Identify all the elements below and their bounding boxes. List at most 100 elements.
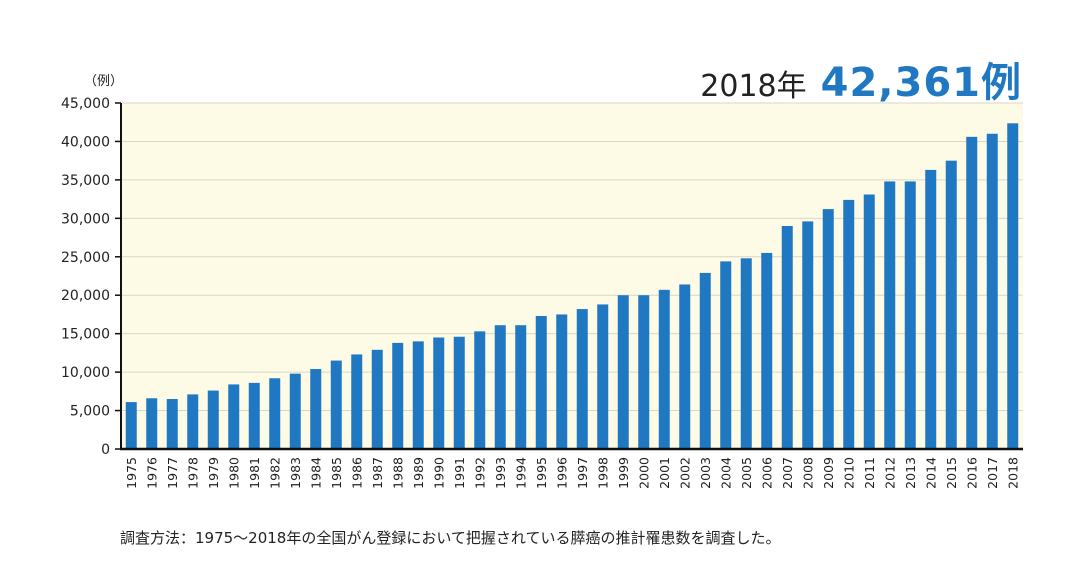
- headline-year: 2018年: [700, 69, 807, 104]
- method-note: 調査方法：1975〜2018年の全国がん登録において把握されている膵癌の推計罹患…: [120, 529, 781, 547]
- bar-1996: [556, 314, 568, 449]
- y-tick-label: 30,000: [61, 211, 110, 227]
- x-tick-label: 1997: [575, 457, 590, 489]
- bar-1983: [289, 373, 301, 449]
- y-tick-label: 45,000: [61, 96, 110, 112]
- y-axis-unit-label: （例）: [84, 74, 124, 89]
- y-tick-label: 5,000: [70, 404, 110, 420]
- x-tick-label: 1977: [165, 457, 180, 489]
- bar-1999: [617, 295, 629, 449]
- x-tick-label: 2015: [944, 457, 959, 489]
- x-tick-label: 2016: [964, 457, 979, 489]
- x-tick-label: 2004: [718, 457, 733, 489]
- x-tick-label: 2017: [985, 457, 1000, 489]
- bar-2016: [966, 136, 978, 449]
- bar-2007: [781, 226, 793, 449]
- bar-2017: [986, 133, 998, 449]
- bar-1977: [166, 399, 178, 449]
- bar-1980: [228, 384, 240, 449]
- bar-1990: [433, 337, 445, 449]
- bar-1978: [187, 394, 199, 449]
- bar-1985: [330, 360, 342, 449]
- y-tick-label: 35,000: [61, 173, 110, 189]
- x-tick-label: 1992: [472, 457, 487, 489]
- y-tick-label: 15,000: [61, 327, 110, 343]
- x-tick-label: 2008: [800, 457, 815, 489]
- bar-1995: [535, 315, 547, 449]
- y-tick-label: 0: [101, 442, 110, 458]
- bar-1979: [207, 390, 219, 449]
- y-tick-label: 25,000: [61, 250, 110, 266]
- x-tick-label: 2001: [657, 457, 672, 489]
- x-tick-label: 1980: [226, 457, 241, 489]
- y-tick-label: 10,000: [61, 365, 110, 381]
- x-tick-label: 1996: [554, 457, 569, 489]
- x-tick-label: 1991: [452, 457, 467, 489]
- bar-2003: [699, 272, 711, 449]
- x-tick-label: 2010: [841, 457, 856, 489]
- x-tick-label: 1979: [206, 457, 221, 489]
- x-tick-label: 2002: [677, 457, 692, 489]
- x-tick-label: 1984: [308, 457, 323, 489]
- x-tick-label: 1988: [390, 457, 405, 489]
- x-tick-label: 2012: [882, 457, 897, 489]
- bar-2005: [740, 258, 752, 449]
- bar-2002: [679, 284, 691, 449]
- x-tick-label: 1998: [595, 457, 610, 489]
- bar-1991: [453, 336, 465, 449]
- bar-1992: [474, 331, 486, 449]
- x-tick-label: 1985: [329, 457, 344, 489]
- bar-2015: [945, 160, 957, 449]
- x-tick-label: 2000: [636, 457, 651, 489]
- x-tick-label: 2009: [821, 457, 836, 489]
- x-tick-label: 1986: [349, 457, 364, 489]
- x-tick-label: 1999: [616, 457, 631, 489]
- bar-2012: [884, 181, 896, 449]
- bar-2001: [658, 289, 670, 449]
- x-tick-label: 1976: [144, 457, 159, 489]
- headline: 2018年 42,361例: [700, 50, 1022, 108]
- bar-2014: [925, 169, 937, 450]
- x-tick-label: 1995: [534, 457, 549, 489]
- bar-1989: [412, 341, 424, 449]
- bar-1988: [392, 342, 404, 449]
- x-tick-label: 2011: [862, 457, 877, 489]
- y-tick-label: 40,000: [61, 134, 110, 150]
- x-tick-label: 2018: [1005, 457, 1020, 489]
- x-tick-label: 1989: [411, 457, 426, 489]
- bar-1994: [515, 325, 527, 449]
- x-tick-label: 1978: [185, 457, 200, 489]
- bar-2011: [863, 194, 875, 449]
- bar-1997: [576, 309, 588, 449]
- x-tick-label: 2007: [780, 457, 795, 489]
- bar-2009: [822, 209, 834, 449]
- bar-2006: [761, 252, 773, 449]
- bar-1998: [597, 304, 609, 449]
- x-tick-label: 2014: [923, 457, 938, 489]
- x-tick-label: 1994: [513, 457, 528, 489]
- x-tick-label: 1982: [267, 457, 282, 489]
- bar-2000: [638, 295, 650, 449]
- bar-1987: [371, 349, 383, 449]
- bar-2013: [904, 181, 916, 449]
- x-tick-label: 1983: [288, 457, 303, 489]
- x-tick-label: 1990: [431, 457, 446, 489]
- x-tick-label: 2003: [698, 457, 713, 489]
- x-tick-label: 1981: [247, 457, 262, 489]
- x-tick-label: 2006: [759, 457, 774, 489]
- x-tick-label: 1993: [493, 457, 508, 489]
- headline-value: 42,361例: [820, 60, 1022, 106]
- bar-1975: [125, 402, 137, 449]
- x-tick-label: 1975: [124, 457, 139, 489]
- x-tick-label: 2005: [739, 457, 754, 489]
- bar-1984: [310, 369, 322, 449]
- bar-2010: [843, 199, 855, 449]
- bar-2018: [1007, 123, 1019, 449]
- bar-1993: [494, 325, 506, 449]
- bar-1986: [351, 354, 363, 449]
- x-tick-label: 1987: [370, 457, 385, 489]
- bar-1982: [269, 378, 281, 449]
- y-tick-label: 20,000: [61, 288, 110, 304]
- bar-2004: [720, 261, 732, 449]
